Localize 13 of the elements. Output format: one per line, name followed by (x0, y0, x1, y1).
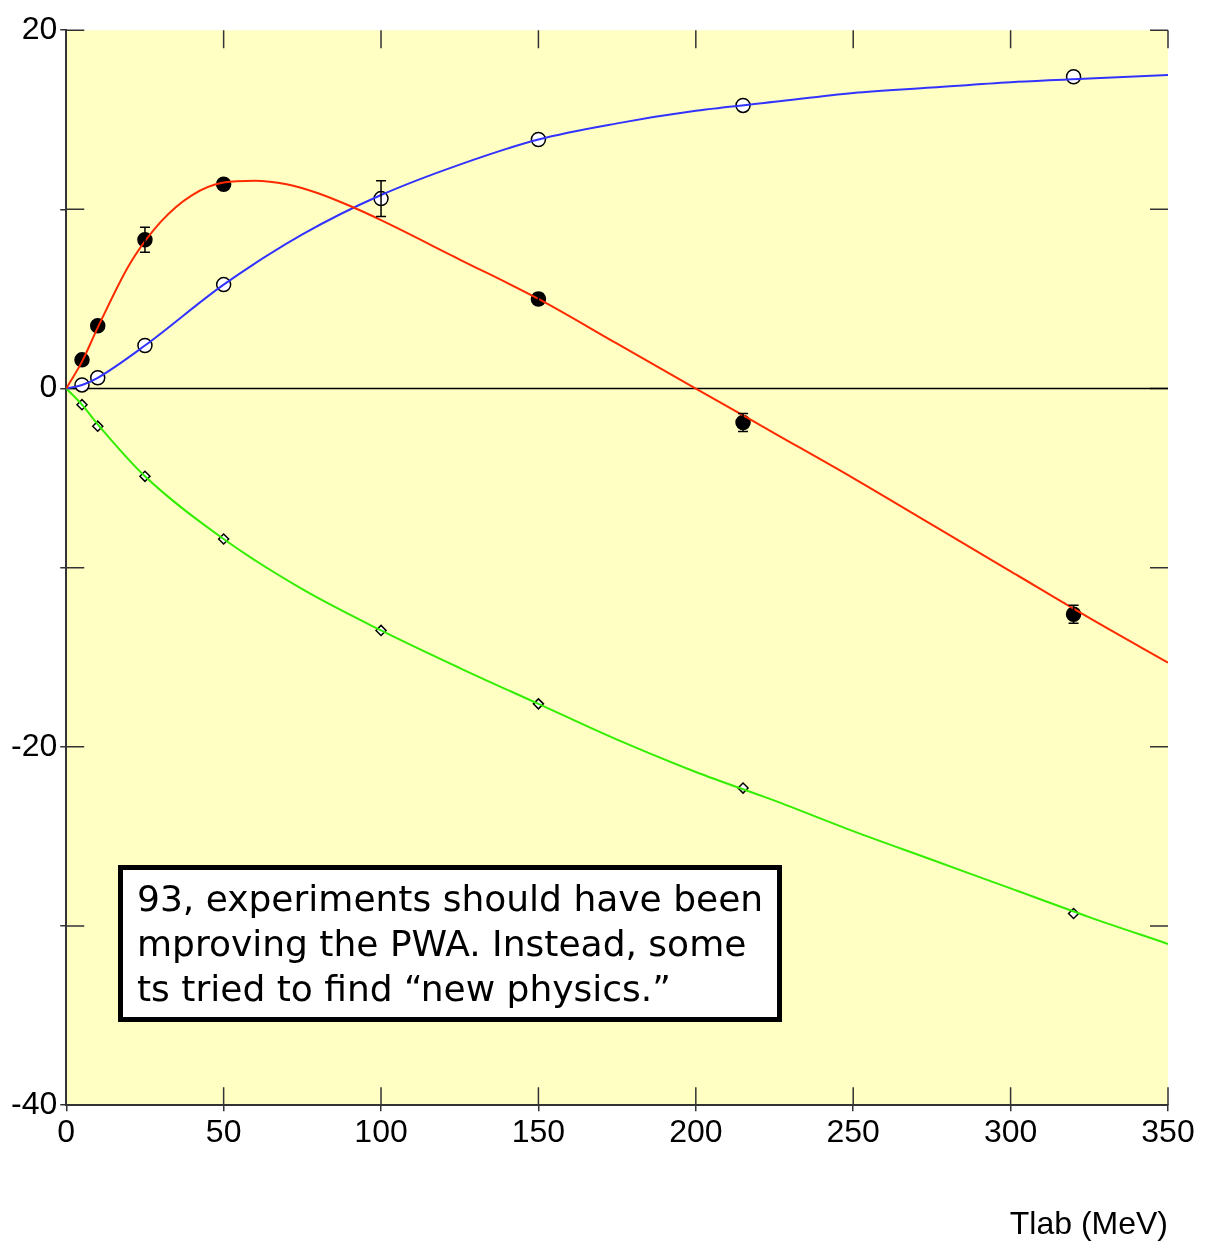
y-tick-label: 0 (39, 368, 58, 405)
x-tick-label: 250 (826, 1113, 880, 1150)
y-tick-label: -40 (11, 1085, 58, 1122)
x-axis-title: Tlab (MeV) (1009, 1204, 1168, 1241)
x-tick-label: 100 (354, 1113, 408, 1150)
x-tick-label: 50 (205, 1113, 242, 1150)
x-tick-label: 300 (983, 1113, 1038, 1150)
y-tick-label: -20 (11, 726, 58, 763)
x-tick-label: 200 (669, 1113, 723, 1150)
x-tick-label: 350 (1141, 1113, 1195, 1150)
x-tick-label: 150 (511, 1113, 566, 1150)
y-tick-label: 20 (21, 10, 58, 47)
annotation: 93, experiments should have been mproving the PWA. Instead, some ts tried to find “new physics.” (118, 865, 783, 1022)
